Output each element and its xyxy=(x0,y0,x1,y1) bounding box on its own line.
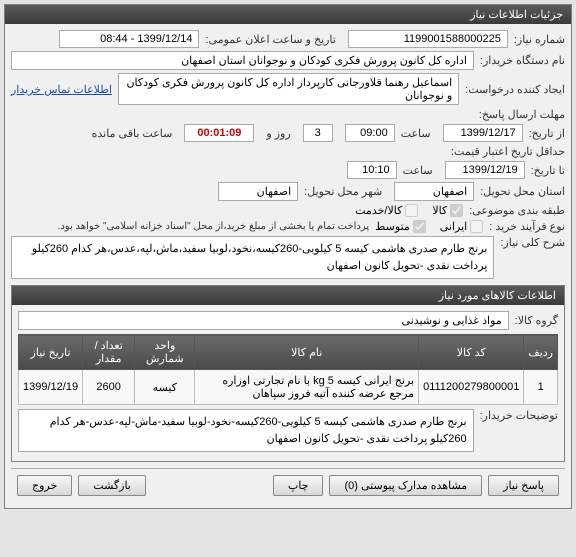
attach-button[interactable]: مشاهده مدارک پیوستی (0) xyxy=(329,475,482,496)
chk-goods-input xyxy=(450,204,463,217)
panel-title: جزئیات اطلاعات نیاز xyxy=(5,5,571,24)
cell-idx: 1 xyxy=(524,370,558,405)
items-title: اطلاعات کالاهای مورد نیاز xyxy=(12,286,564,305)
process-label: نوع فرآیند خرید : xyxy=(489,220,565,233)
items-table: ردیف کد کالا نام کالا واحد شمارش تعداد /… xyxy=(18,334,558,405)
cell-unit: کیسه xyxy=(135,370,195,405)
prev-button[interactable]: پاسخ نیاز xyxy=(488,475,559,496)
cell-qty: 2600 xyxy=(83,370,135,405)
buyer-org-label: نام دستگاه خریدار: xyxy=(480,54,565,67)
buyer-desc: برنج طارم صدری هاشمی کیسه 5 کیلویی-260کی… xyxy=(18,409,474,452)
public-date: 1399/12/14 - 08:44 xyxy=(59,30,199,48)
budget-checks: کالا کالا/خدمت xyxy=(355,204,463,217)
chk-small[interactable]: ایرانی xyxy=(440,220,483,233)
table-row[interactable]: 1 0111200279800001 برنج ایرانی کیسه 5 kg… xyxy=(19,370,558,405)
days-remain: 3 xyxy=(303,124,333,142)
buyer-org: اداره کل کانون پرورش فکری کودکان و نوجوا… xyxy=(11,51,474,70)
table-header-row: ردیف کد کالا نام کالا واحد شمارش تعداد /… xyxy=(19,335,558,370)
panel-body: شماره نیاز: 1199001588000225 تاریخ و ساع… xyxy=(5,24,571,508)
cell-date: 1399/12/19 xyxy=(19,370,83,405)
remaining-label: ساعت باقی مانده xyxy=(92,127,173,140)
req-number: 1199001588000225 xyxy=(348,30,508,48)
back-button[interactable]: بازگشت xyxy=(78,475,146,496)
time-label-1: ساعت xyxy=(401,127,431,140)
desc-label: شرح کلی نیاز: xyxy=(500,236,565,249)
cell-name: برنج ایرانی کیسه 5 kg با نام تجارتی اوزا… xyxy=(195,370,419,405)
print-button[interactable]: چاپ xyxy=(273,475,324,496)
col-qty: تعداد / مقدار xyxy=(83,335,135,370)
public-date-label: تاریخ و ساعت اعلان عمومی: xyxy=(205,33,335,46)
req-number-label: شماره نیاز: xyxy=(514,33,565,46)
items-panel: اطلاعات کالاهای مورد نیاز گروه کالا: موا… xyxy=(11,285,565,462)
creator: اسماعیل رهنما قلاورجانی کارپرداز اداره ک… xyxy=(118,73,459,105)
chk-med[interactable]: متوسط xyxy=(375,220,426,233)
footer: پاسخ نیاز مشاهده مدارک پیوستی (0) چاپ با… xyxy=(11,468,565,502)
date2: 1399/12/19 xyxy=(445,161,525,179)
exit-button[interactable]: خروج xyxy=(17,475,72,496)
time2: 10:10 xyxy=(347,161,397,179)
chk-service[interactable]: کالا/خدمت xyxy=(355,204,418,217)
process-checks: ایرانی متوسط xyxy=(375,220,483,233)
cell-code: 0111200279800001 xyxy=(419,370,524,405)
chk-med-input xyxy=(413,220,426,233)
col-code: کد کالا xyxy=(419,335,524,370)
contact-link[interactable]: اطلاعات تماس خریدار xyxy=(11,83,112,96)
chk-small-input xyxy=(470,220,483,233)
delivery-state: اصفهان xyxy=(394,182,474,201)
date1: 1399/12/17 xyxy=(443,124,523,142)
timer: 00:01:09 xyxy=(184,124,254,142)
col-date: تاریخ نیاز xyxy=(19,335,83,370)
deadline-label: مهلت ارسال پاسخ: xyxy=(479,108,565,121)
chk-service-input xyxy=(405,204,418,217)
col-unit: واحد شمارش xyxy=(135,335,195,370)
min-validity-label: حداقل تاریخ اعتبار قیمت: xyxy=(451,145,565,158)
delivery-city-label: شهر محل تحویل: xyxy=(304,185,382,198)
main-panel: جزئیات اطلاعات نیاز شماره نیاز: 11990015… xyxy=(4,4,572,509)
delivery-state-label: استان محل تحویل: xyxy=(480,185,565,198)
to-label: تا تاریخ: xyxy=(531,164,565,177)
desc: برنج طارم صدری هاشمی کیسه 5 کیلویی-260کی… xyxy=(11,236,494,279)
group-label: گروه کالا: xyxy=(515,314,558,327)
col-row: ردیف xyxy=(524,335,558,370)
buyer-desc-label: توضیحات خریدار: xyxy=(480,409,558,422)
delivery-city: اصفهان xyxy=(218,182,298,201)
group: مواد غذایی و نوشیدنی xyxy=(18,311,509,330)
creator-label: ایجاد کننده درخواست: xyxy=(465,83,565,96)
from-label: از تاریخ: xyxy=(529,127,565,140)
budget-label: طبقه بندی موضوعی: xyxy=(469,204,565,217)
days-remain-label: روز و xyxy=(266,127,290,140)
process-note: پرداخت تمام یا بخشی از مبلغ خرید،از محل … xyxy=(58,221,370,232)
col-name: نام کالا xyxy=(195,335,419,370)
time1: 09:00 xyxy=(345,124,395,142)
time-label-2: ساعت xyxy=(403,164,433,177)
chk-goods[interactable]: کالا xyxy=(432,204,463,217)
